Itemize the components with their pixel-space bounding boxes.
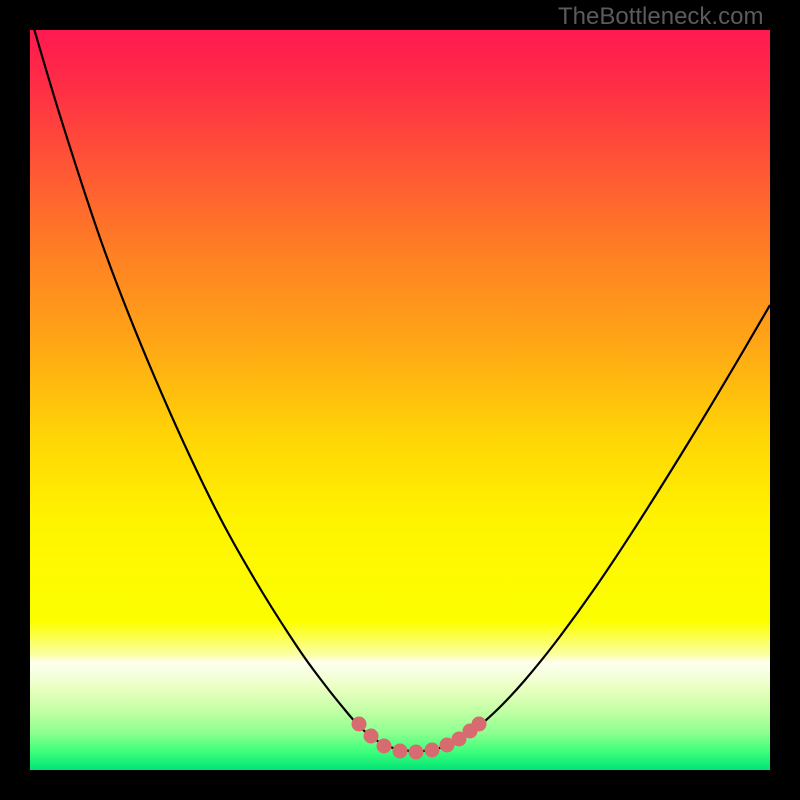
trough-marker [352, 717, 367, 732]
trough-marker [393, 744, 408, 759]
bottleneck-chart [0, 0, 800, 800]
trough-marker [377, 739, 392, 754]
watermark-text: TheBottleneck.com [558, 3, 763, 31]
chart-background [30, 30, 770, 770]
trough-marker [472, 717, 487, 732]
trough-marker [425, 743, 440, 758]
trough-marker [409, 745, 424, 760]
trough-marker [364, 729, 379, 744]
